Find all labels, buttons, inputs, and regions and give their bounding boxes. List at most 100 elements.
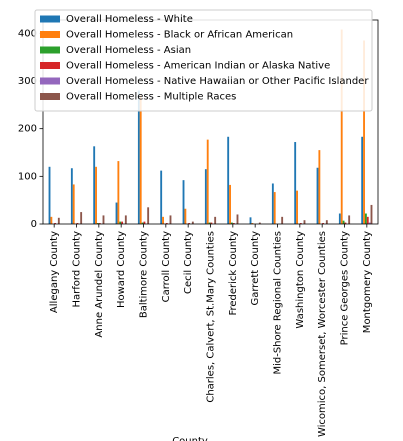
legend-swatch <box>40 77 60 85</box>
bar <box>338 213 341 224</box>
bar <box>318 150 321 224</box>
x-tick-label: Carroll County <box>161 231 172 302</box>
bar <box>147 207 150 224</box>
bar <box>344 222 347 224</box>
bar <box>124 215 127 224</box>
bar <box>348 215 351 224</box>
bar <box>281 216 284 224</box>
bar <box>184 208 187 224</box>
bar <box>119 221 122 224</box>
bar <box>361 136 364 224</box>
y-tick-label: 300 <box>18 76 37 87</box>
bar <box>230 222 233 224</box>
x-tick-label: Anne Arundel County <box>94 231 105 338</box>
bar <box>57 217 60 224</box>
bar <box>325 220 328 224</box>
bar <box>117 161 120 224</box>
bar <box>294 142 297 224</box>
legend-swatch <box>40 46 60 54</box>
bar <box>141 222 144 224</box>
legend-label: Overall Homeless - White <box>66 14 193 25</box>
bar <box>143 221 146 224</box>
legend-swatch <box>40 15 60 23</box>
y-tick-label: 400 <box>18 28 37 39</box>
bar <box>121 221 124 224</box>
bar <box>182 180 185 224</box>
bar <box>316 167 319 224</box>
bar <box>364 213 367 224</box>
bar <box>258 222 261 224</box>
bar <box>303 220 306 224</box>
bar <box>370 204 373 224</box>
x-tick-label: Frederick County <box>228 231 239 316</box>
bar <box>210 222 213 224</box>
bar <box>206 139 209 224</box>
x-tick-label: Allegany County <box>49 231 60 313</box>
bar <box>98 223 101 224</box>
legend-label: Overall Homeless - Black or African Amer… <box>66 30 293 41</box>
bar <box>162 216 164 224</box>
bar <box>229 184 231 224</box>
bar <box>204 169 207 224</box>
legend-swatch <box>40 93 60 100</box>
bar <box>80 212 83 224</box>
legend-label: Overall Homeless - Multiple Races <box>66 92 236 103</box>
bar <box>251 223 254 224</box>
bar <box>188 223 191 224</box>
x-tick-label: Mid-Shore Regional Counties <box>273 231 284 375</box>
legend-swatch <box>40 31 60 38</box>
legend-swatch <box>40 62 60 69</box>
bar <box>48 166 51 224</box>
bar <box>340 29 343 224</box>
bar <box>296 190 298 224</box>
bar <box>169 215 172 224</box>
bar <box>70 168 73 224</box>
bar <box>102 215 105 224</box>
bar <box>191 221 194 224</box>
bar <box>368 222 371 224</box>
bar <box>76 223 79 224</box>
y-tick-label: 200 <box>18 124 37 135</box>
x-tick-label: Wicomico, Somerset, Worcester Counties <box>317 231 328 437</box>
bar <box>50 216 53 224</box>
x-tick-label: Washington County <box>295 231 306 329</box>
bar <box>137 90 140 224</box>
bar <box>249 217 252 224</box>
bar <box>366 216 369 224</box>
bar <box>232 223 235 224</box>
bar <box>322 223 325 224</box>
x-tick-label: Prince Georges County <box>340 231 351 345</box>
legend-label: Overall Homeless - Asian <box>66 45 191 56</box>
bar <box>165 223 168 224</box>
x-tick-label: Garrett County <box>250 231 261 306</box>
y-tick-label: 100 <box>18 171 37 182</box>
x-tick-label: Howard County <box>116 231 127 308</box>
bar <box>93 146 96 224</box>
bar <box>72 184 75 224</box>
bar <box>299 223 302 224</box>
bar <box>208 222 211 224</box>
x-tick-label: Charles, Calvert, St.Mary Counties <box>206 231 217 403</box>
bar <box>160 170 163 224</box>
legend-box <box>34 9 373 112</box>
x-tick-label: Baltimore County <box>139 231 150 318</box>
bar <box>363 40 365 224</box>
bar <box>236 214 239 224</box>
bar <box>54 223 57 224</box>
bar <box>273 192 276 224</box>
bar <box>227 136 230 224</box>
x-tick-label: Cecil County <box>183 231 194 294</box>
bar <box>271 183 274 224</box>
legend-label: Overall Homeless - Native Hawaiian or Ot… <box>66 76 369 87</box>
bar <box>342 220 345 224</box>
legend-label: Overall Homeless - American Indian or Al… <box>66 61 330 72</box>
x-axis-label: County <box>172 436 208 441</box>
x-tick-label: Montgomery County <box>362 231 373 333</box>
bar <box>214 216 217 224</box>
bar <box>96 223 99 224</box>
bar <box>95 166 97 224</box>
x-tick-label: Harford County <box>72 231 83 308</box>
bar <box>139 95 142 224</box>
bar <box>115 202 118 224</box>
